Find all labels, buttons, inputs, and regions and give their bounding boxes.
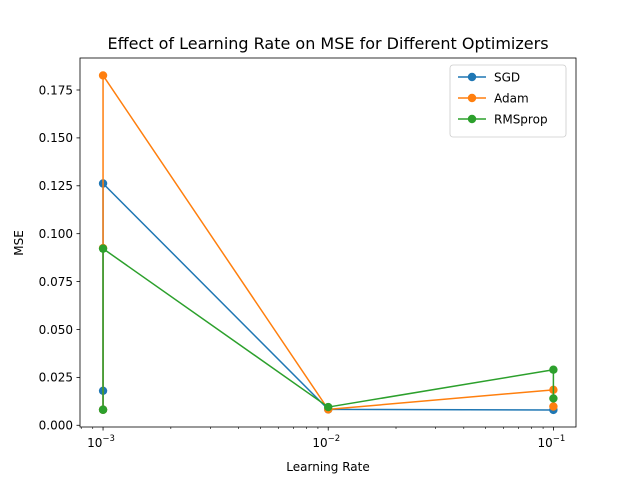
- legend-label: RMSprop: [494, 112, 548, 126]
- x-tick-label: 10−2: [312, 434, 340, 450]
- series-line: [102, 247, 555, 410]
- legend-marker: [467, 114, 477, 124]
- data-point: [98, 244, 108, 253]
- data-point: [98, 405, 108, 414]
- legend-label: SGD: [494, 70, 520, 84]
- y-tick-label: 0.175: [39, 83, 73, 97]
- y-tick-label: 0.125: [39, 179, 73, 193]
- legend: SGD Adam RMSprop: [449, 64, 567, 138]
- data-point: [549, 394, 558, 403]
- legend-item: SGD: [458, 70, 520, 84]
- x-tick-label: 10−1: [537, 434, 565, 450]
- series-sgd: [98, 179, 558, 415]
- y-tick-label: 0.050: [39, 323, 73, 337]
- x-tick-label: 10−3: [87, 434, 115, 450]
- chart-title: Effect of Learning Rate on MSE for Diffe…: [107, 34, 548, 53]
- y-tick-label: 0.075: [39, 275, 73, 289]
- legend-item: Adam: [458, 91, 529, 105]
- legend-label: Adam: [494, 91, 529, 105]
- y-axis-label: MSE: [12, 230, 26, 256]
- legend-item: RMSprop: [458, 112, 548, 126]
- y-tick-label: 0.025: [39, 371, 73, 385]
- legend-marker: [467, 72, 477, 82]
- plot-area: 10−3 10−2 10−1 0.000 0.025 0.050 0.075 0.100 0.1…: [39, 57, 577, 450]
- data-point: [549, 402, 558, 411]
- y-tick-label: 0.000: [39, 419, 73, 433]
- y-tick-label: 0.150: [39, 131, 73, 145]
- data-point: [324, 402, 333, 412]
- x-axis-label: Learning Rate: [286, 460, 369, 474]
- plot-frame: [79, 57, 577, 428]
- data-point: [98, 71, 108, 80]
- data-point: [549, 365, 558, 374]
- legend-marker: [467, 93, 477, 103]
- y-tick-label: 0.100: [39, 227, 73, 241]
- series-rmsprop: [98, 244, 558, 414]
